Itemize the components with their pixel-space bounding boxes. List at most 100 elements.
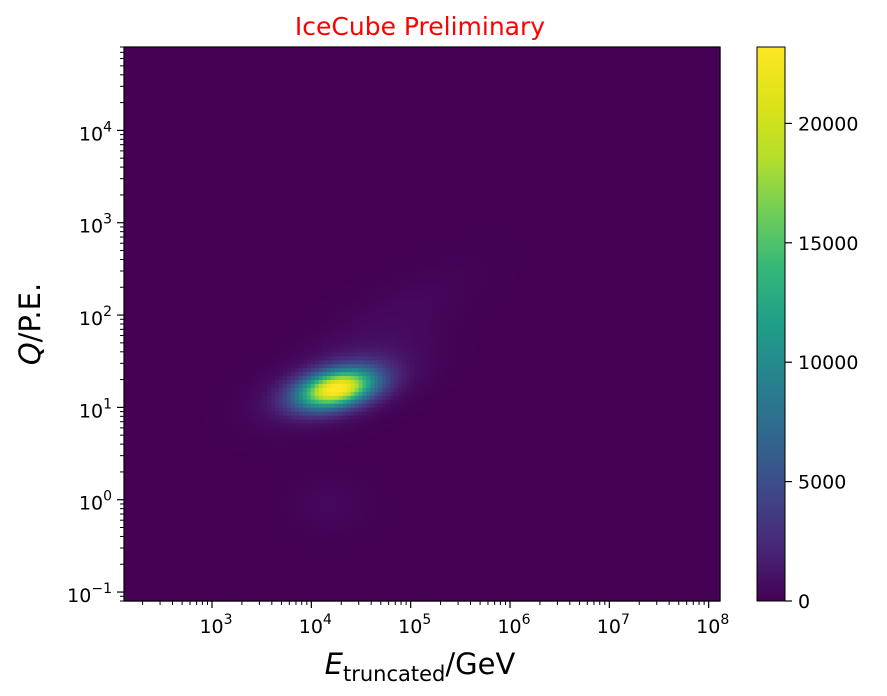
heatmap-cell bbox=[636, 521, 642, 527]
heatmap-cell bbox=[418, 557, 423, 563]
heatmap-cell bbox=[588, 537, 594, 543]
heatmap-cell bbox=[457, 494, 463, 499]
heatmap-cell bbox=[469, 569, 475, 574]
heatmap-cell bbox=[195, 474, 201, 479]
heatmap-cell bbox=[457, 585, 463, 590]
heatmap-cell bbox=[700, 490, 705, 495]
heatmap-cell bbox=[191, 545, 197, 551]
heatmap-cell bbox=[342, 537, 348, 543]
heatmap-cell bbox=[576, 585, 582, 590]
heatmap-cell bbox=[159, 589, 165, 594]
heatmap-cell bbox=[449, 494, 455, 499]
heatmap-cell bbox=[326, 597, 332, 602]
heatmap-cell bbox=[640, 498, 646, 503]
heatmap-cell bbox=[700, 557, 705, 563]
heatmap-cell bbox=[676, 474, 681, 479]
heatmap-cell bbox=[684, 597, 689, 602]
heatmap-cell bbox=[477, 565, 483, 570]
heatmap-cell bbox=[247, 470, 252, 475]
heatmap-cell bbox=[191, 529, 197, 535]
heatmap-cell bbox=[489, 478, 495, 483]
heatmap-cell bbox=[334, 533, 340, 539]
heatmap-cell bbox=[314, 513, 320, 519]
heatmap-cell bbox=[429, 506, 435, 511]
heatmap-cell bbox=[553, 537, 558, 543]
heatmap-cell bbox=[656, 498, 661, 503]
heatmap-cell bbox=[318, 561, 324, 566]
heatmap-cell bbox=[644, 593, 650, 598]
heatmap-cell bbox=[481, 589, 487, 594]
heatmap-cell bbox=[318, 494, 324, 499]
heatmap-cell bbox=[712, 581, 717, 586]
heatmap-cell bbox=[350, 537, 356, 543]
heatmap-cell bbox=[509, 533, 514, 539]
heatmap-cell bbox=[616, 525, 622, 531]
heatmap-cell bbox=[628, 597, 634, 602]
heatmap-cell bbox=[282, 478, 288, 483]
heatmap-cell bbox=[235, 581, 240, 586]
heatmap-cell bbox=[712, 533, 717, 539]
heatmap-cell bbox=[386, 589, 391, 594]
heatmap-cell bbox=[592, 525, 598, 531]
heatmap-cell bbox=[600, 545, 606, 551]
heatmap-cell bbox=[195, 541, 201, 547]
heatmap-cell bbox=[445, 474, 451, 479]
heatmap-cell bbox=[211, 549, 216, 555]
heatmap-cell bbox=[390, 597, 395, 602]
heatmap-cell bbox=[660, 525, 665, 531]
heatmap-cell bbox=[557, 498, 562, 503]
heatmap-cell bbox=[159, 549, 165, 555]
heatmap-cell bbox=[449, 593, 455, 598]
heatmap-cell bbox=[235, 585, 240, 590]
heatmap-cell bbox=[390, 486, 395, 491]
heatmap-cell bbox=[271, 569, 276, 574]
heatmap-cell bbox=[457, 541, 463, 547]
heatmap-cell bbox=[271, 474, 276, 479]
heatmap-cell bbox=[469, 513, 475, 519]
heatmap-cell bbox=[493, 506, 499, 511]
heatmap-cell bbox=[274, 545, 280, 551]
heatmap-cell bbox=[175, 541, 181, 547]
heatmap-cell bbox=[358, 506, 363, 511]
heatmap-cell bbox=[147, 581, 153, 586]
heatmap-cell bbox=[541, 517, 546, 523]
heatmap-cell bbox=[592, 589, 598, 594]
heatmap-cell bbox=[175, 553, 181, 559]
heatmap-cell bbox=[509, 502, 514, 507]
heatmap-cell bbox=[366, 517, 371, 523]
heatmap-cell bbox=[584, 569, 590, 574]
heatmap-cell bbox=[533, 521, 538, 527]
heatmap-cell bbox=[433, 585, 439, 590]
heatmap-cell bbox=[676, 569, 681, 574]
heatmap-cell bbox=[223, 529, 228, 535]
heatmap-cell bbox=[267, 577, 272, 582]
heatmap-cell bbox=[465, 589, 471, 594]
heatmap-cell bbox=[382, 490, 387, 495]
heatmap-cell bbox=[223, 549, 228, 555]
heatmap-cell bbox=[648, 537, 654, 543]
heatmap-cell bbox=[310, 585, 316, 590]
heatmap-cell bbox=[223, 525, 228, 531]
heatmap-cell bbox=[219, 517, 224, 523]
heatmap-cell bbox=[207, 502, 213, 507]
heatmap-cell bbox=[660, 597, 665, 602]
heatmap-cell bbox=[668, 549, 673, 555]
heatmap-cell bbox=[406, 509, 411, 515]
heatmap-cell bbox=[203, 597, 209, 602]
heatmap-cell bbox=[378, 541, 383, 547]
heatmap-cell bbox=[310, 513, 316, 519]
heatmap-cell bbox=[624, 569, 630, 574]
heatmap-cell bbox=[513, 525, 518, 531]
heatmap-cell bbox=[628, 517, 634, 523]
heatmap-cell bbox=[171, 506, 177, 511]
heatmap-cell bbox=[497, 521, 503, 527]
heatmap-cell bbox=[302, 494, 308, 499]
heatmap-cell bbox=[215, 525, 220, 531]
heatmap-cell bbox=[135, 509, 141, 515]
heatmap-cell bbox=[489, 549, 495, 555]
heatmap-cell bbox=[592, 486, 598, 491]
heatmap-cell bbox=[167, 474, 173, 479]
heatmap-cell bbox=[155, 506, 161, 511]
heatmap-cell bbox=[290, 557, 296, 563]
heatmap-cell bbox=[624, 482, 630, 487]
